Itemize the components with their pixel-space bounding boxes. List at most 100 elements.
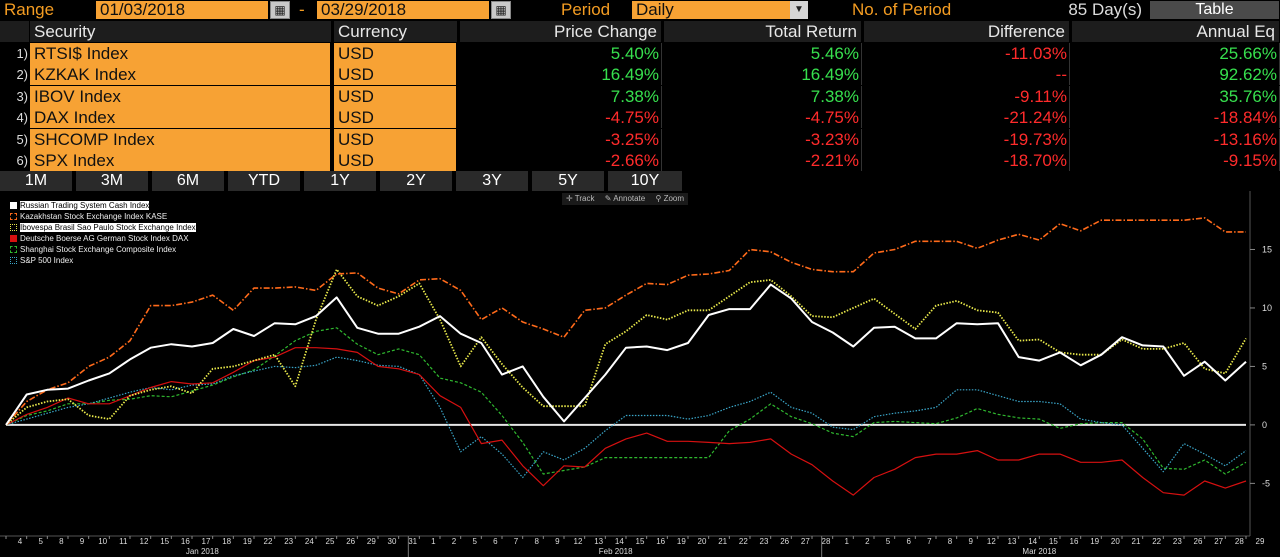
period-button-3m[interactable]: 3M (76, 171, 150, 191)
security-cell[interactable]: KZKAK Index (30, 64, 332, 85)
total-return-cell: 16.49% (664, 64, 862, 85)
y-tick-label: 0 (1262, 420, 1267, 430)
y-tick-label: 15 (1262, 244, 1272, 254)
period-button-1m[interactable]: 1M (0, 171, 74, 191)
x-tick-label: 27 (801, 537, 810, 546)
x-tick-label: 7 (927, 537, 932, 546)
x-tick-label: 5 (886, 537, 891, 546)
legend-label: Kazakhstan Stock Exchange Index KASE (20, 212, 168, 221)
x-tick-label: 18 (222, 537, 231, 546)
currency-cell: USD (334, 107, 458, 128)
x-tick-label: 26 (346, 537, 355, 546)
currency-cell: USD (334, 128, 458, 150)
x-tick-label: 2 (452, 537, 457, 546)
x-tick-label: 12 (140, 537, 149, 546)
y-tick-label: 5 (1262, 361, 1267, 371)
security-cell[interactable]: IBOV Index (30, 85, 332, 107)
x-tick-label: 15 (1049, 537, 1058, 546)
chart-toolbar: ✛ Track ✎ Annotate ⚲ Zoom (562, 193, 689, 205)
legend-item[interactable]: Deutsche Boerse AG German Stock Index DA… (6, 233, 196, 244)
x-tick-label: 28 (1235, 537, 1244, 546)
x-tick-label: 31 (408, 537, 417, 546)
x-tick-label: 5 (472, 537, 477, 546)
table-row[interactable]: 1) RTSI$ Index USD 5.40% 5.46% -11.03% 25.66% (0, 42, 1280, 65)
start-calendar-icon[interactable]: ▦ (270, 1, 290, 19)
x-tick-label: 28 (822, 537, 831, 546)
period-button-1y[interactable]: 1Y (304, 171, 378, 191)
difference-cell: -- (864, 64, 1070, 85)
x-tick-label: 26 (780, 537, 789, 546)
security-cell[interactable]: DAX Index (30, 107, 332, 128)
col-currency[interactable]: Currency (334, 21, 458, 42)
security-cell[interactable]: SHCOMP Index (30, 128, 332, 150)
zoom-tool[interactable]: ⚲ Zoom (651, 193, 688, 205)
crosshair-icon: ✛ (566, 194, 573, 203)
x-tick-label: 10 (98, 537, 107, 546)
performance-chart: -5 0 5 10 15 4 5 8 9 10 11 12 15 16 17 18 19 22 23 24 25 26 29… (0, 191, 1280, 557)
security-cell[interactable]: SPX Index (30, 150, 332, 171)
no-of-period-label: No. of Period (852, 0, 952, 19)
difference-cell: -11.03% (864, 42, 1070, 64)
legend-item[interactable]: Shanghai Stock Exchange Composite Index (6, 244, 196, 255)
track-tool[interactable]: ✛ Track (562, 193, 598, 205)
col-annual-eq[interactable]: Annual Eq (1072, 21, 1280, 42)
table-row[interactable]: 2) KZKAK Index USD 16.49% 16.49% -- 92.62% (0, 64, 1280, 86)
currency-cell: USD (334, 85, 458, 107)
legend-item[interactable]: Russian Trading System Cash Index (6, 200, 196, 211)
x-tick-label: 19 (1090, 537, 1099, 546)
x-tick-label: 5 (38, 537, 43, 546)
annotate-tool[interactable]: ✎ Annotate (601, 193, 650, 205)
x-tick-label: 15 (636, 537, 645, 546)
legend-label: Russian Trading System Cash Index (20, 201, 150, 210)
col-price-change[interactable]: Price Change (460, 21, 662, 42)
period-buttons: 1M 3M 6M YTD 1Y 2Y 3Y 5Y 10Y (0, 171, 686, 191)
x-tick-label: 6 (493, 537, 498, 546)
price-change-cell: -4.75% (460, 107, 662, 128)
period-button-6m[interactable]: 6M (152, 171, 226, 191)
row-number: 3) (16, 88, 28, 104)
x-tick-label: 20 (698, 537, 707, 546)
row-number: 6) (16, 153, 28, 168)
security-cell[interactable]: RTSI$ Index (30, 42, 332, 64)
legend-item[interactable]: Kazakhstan Stock Exchange Index KASE (6, 211, 196, 222)
period-button-ytd[interactable]: YTD (228, 171, 302, 191)
col-total-return[interactable]: Total Return (664, 21, 862, 42)
period-button-2y[interactable]: 2Y (380, 171, 454, 191)
col-difference[interactable]: Difference (864, 21, 1070, 42)
price-change-cell: 5.40% (460, 42, 662, 64)
range-label: Range (4, 0, 55, 19)
period-dropdown[interactable]: Daily (632, 1, 790, 19)
legend-swatch (10, 246, 17, 253)
legend-swatch (10, 202, 17, 209)
difference-cell: -9.11% (864, 85, 1070, 107)
x-tick-label: 13 (1008, 537, 1017, 546)
end-date-field[interactable]: 03/29/2018 (317, 1, 489, 19)
chevron-down-icon[interactable]: ▼ (790, 1, 808, 19)
legend-item[interactable]: S&P 500 Index (6, 255, 196, 266)
period-button-3y[interactable]: 3Y (456, 171, 530, 191)
zoom-label: Zoom (663, 194, 685, 203)
col-security[interactable]: Security (30, 21, 332, 42)
table-row[interactable]: 4) DAX Index USD -4.75% -4.75% -21.24% -18.84% (0, 107, 1280, 129)
total-return-cell: -4.75% (664, 107, 862, 128)
y-tick-label: -5 (1262, 478, 1270, 488)
x-tick-label: 27 (1214, 537, 1223, 546)
table-button[interactable]: Table (1150, 1, 1279, 19)
annual-eq-cell: -18.84% (1072, 107, 1280, 128)
x-tick-label: 26 (1194, 537, 1203, 546)
period-button-5y[interactable]: 5Y (532, 171, 606, 191)
x-group-label: Feb 2018 (599, 547, 633, 556)
x-tick-label: 9 (555, 537, 560, 546)
table-row[interactable]: 3) IBOV Index USD 7.38% 7.38% -9.11% 35.76% (0, 85, 1280, 108)
table-row[interactable]: 6) SPX Index USD -2.66% -2.21% -18.70% -9.15% (0, 150, 1280, 172)
x-tick-label: 9 (80, 537, 85, 546)
period-button-10y[interactable]: 10Y (608, 171, 684, 191)
x-group-label: Jan 2018 (186, 547, 219, 556)
start-date-field[interactable]: 01/03/2018 (96, 1, 268, 19)
legend-item[interactable]: Ibovespa Brasil Sao Paulo Stock Exchange… (6, 222, 196, 233)
table-row[interactable]: 5) SHCOMP Index USD -3.25% -3.23% -19.73% -13.… (0, 128, 1280, 151)
legend-swatch (10, 257, 17, 264)
x-group-label: Mar 2018 (1022, 547, 1056, 556)
end-calendar-icon[interactable]: ▦ (491, 1, 511, 19)
